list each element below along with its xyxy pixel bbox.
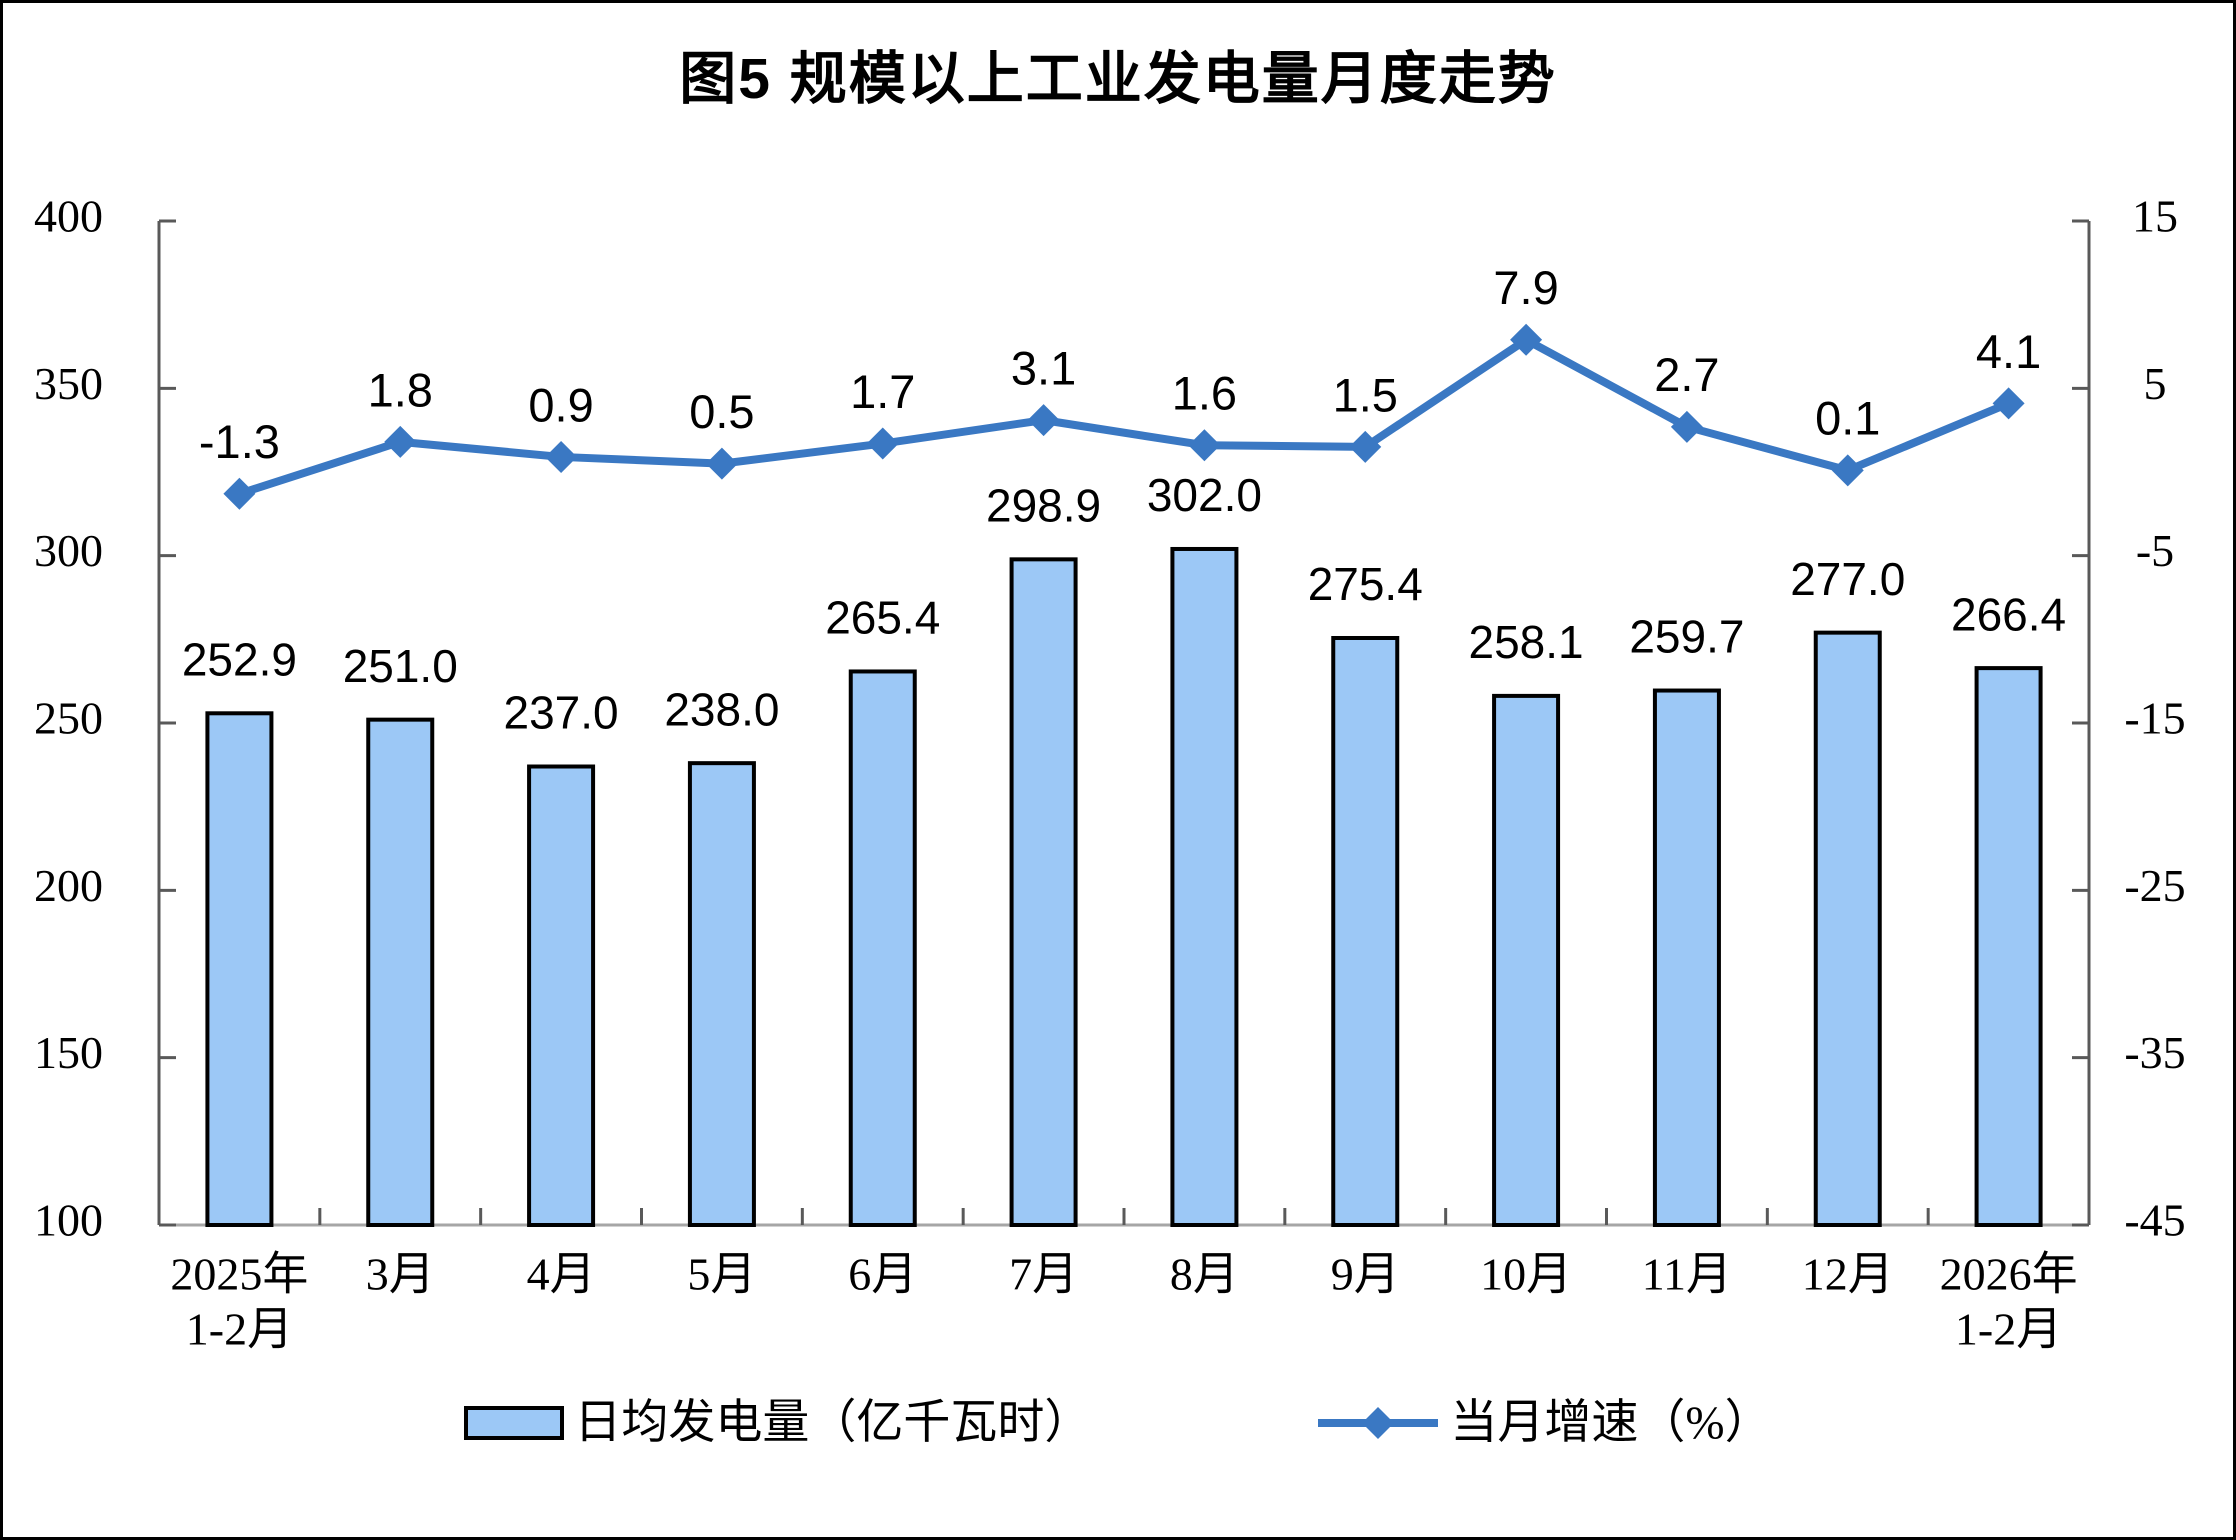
bar	[848, 669, 917, 1227]
line-value-label: 2.7	[1654, 348, 1719, 401]
bar-value-label: 266.4	[1951, 588, 2066, 640]
chart-title: 图5 规模以上工业发电量月度走势	[679, 47, 1557, 111]
line-marker-diamond	[1349, 430, 1382, 463]
line-marker-diamond	[866, 427, 899, 460]
left-axis-tick-label: 200	[34, 860, 103, 911]
bar-value-label: 259.7	[1629, 611, 1744, 663]
bar-value-label: 277.0	[1790, 553, 1905, 605]
line-marker-diamond	[1510, 323, 1543, 356]
left-axis-tick-label: 350	[34, 358, 103, 409]
x-category-label: 2026年	[1940, 1249, 2078, 1300]
left-axis-tick-label: 100	[34, 1195, 103, 1246]
legend-bar-series-label: 日均发电量（亿千瓦时）	[574, 1396, 1092, 1449]
bar-value-label: 237.0	[504, 687, 619, 739]
chart-legend: 日均发电量（亿千瓦时） 当月增速（%）	[3, 1391, 2233, 1455]
bar	[1813, 630, 1882, 1227]
bar-value-label: 275.4	[1308, 558, 1423, 610]
bar	[205, 711, 274, 1227]
line-value-label: 1.5	[1333, 368, 1398, 421]
line-value-label: 0.5	[689, 385, 754, 438]
line-value-label: -1.3	[199, 415, 280, 468]
right-axis-tick-label: -35	[2124, 1027, 2185, 1078]
bar-value-label: 302.0	[1147, 469, 1262, 521]
legend-item-bar-series: 日均发电量（亿千瓦时）	[464, 1396, 1092, 1449]
x-category-label: 4月	[527, 1249, 596, 1300]
bar	[1492, 693, 1561, 1227]
x-category-label: 3月	[366, 1249, 435, 1300]
right-axis-tick-label: -5	[2136, 525, 2174, 576]
x-category-label: 1-2月	[1955, 1304, 2062, 1355]
x-category-label: 7月	[1009, 1249, 1078, 1300]
line-marker-diamond	[1670, 410, 1703, 443]
legend-line-marker-diamond	[1362, 1407, 1395, 1439]
left-axis-tick-label: 400	[34, 191, 103, 242]
line-value-label: 1.6	[1172, 367, 1237, 420]
line-marker-diamond	[1027, 404, 1060, 437]
bar-value-label: 258.1	[1469, 616, 1584, 668]
bar	[687, 761, 756, 1227]
bar	[1652, 688, 1721, 1227]
left-axis-tick-label: 150	[34, 1027, 103, 1078]
bar-value-label: 265.4	[825, 592, 940, 644]
right-axis-tick-label: 5	[2144, 358, 2167, 409]
line-value-label: 1.7	[850, 365, 915, 418]
line-marker-diamond	[384, 425, 417, 458]
line-marker-diamond	[545, 440, 578, 473]
bar-value-label: 298.9	[986, 480, 1101, 532]
x-category-label: 9月	[1331, 1249, 1400, 1300]
bar-value-label: 238.0	[664, 683, 779, 735]
bar	[1331, 635, 1400, 1227]
right-axis-tick-label: -15	[2124, 693, 2185, 744]
bar-series-swatch-icon	[464, 1406, 565, 1440]
line-marker-diamond	[1188, 429, 1221, 462]
bar	[1974, 666, 2043, 1227]
line-marker-diamond	[223, 477, 256, 510]
line-value-label: 1.8	[368, 363, 433, 416]
x-category-label: 2025年	[170, 1249, 308, 1300]
x-category-label: 6月	[848, 1249, 917, 1300]
bar	[1170, 546, 1239, 1227]
bar	[1009, 557, 1078, 1227]
right-axis-tick-label: -45	[2124, 1195, 2185, 1246]
x-category-label: 1-2月	[186, 1304, 293, 1355]
line-marker-diamond	[705, 447, 738, 480]
x-category-label: 8月	[1170, 1249, 1239, 1300]
x-category-label: 5月	[687, 1249, 756, 1300]
right-axis-tick-label: -25	[2124, 860, 2185, 911]
line-marker-diamond	[1831, 454, 1864, 487]
bar-value-label: 251.0	[343, 640, 458, 692]
left-axis-tick-label: 250	[34, 693, 103, 744]
x-category-label: 10月	[1480, 1249, 1572, 1300]
growth-line	[238, 335, 2011, 498]
legend-item-line-series: 当月增速（%）	[1316, 1396, 1772, 1449]
line-value-label: 3.1	[1011, 342, 1076, 395]
right-axis-tick-label: 15	[2132, 191, 2178, 242]
bar	[527, 764, 596, 1227]
bar-value-label: 252.9	[182, 633, 297, 685]
x-category-label: 11月	[1642, 1249, 1732, 1300]
bar	[366, 717, 435, 1227]
line-marker-diamond	[1992, 387, 2025, 420]
combo-chart-plot: 400 350 300 250 200 150 100 15 5 -5 -15 -25 -35 -45 20…	[34, 191, 2186, 1355]
line-value-label: 0.1	[1815, 392, 1880, 445]
legend-line-series-label: 当月增速（%）	[1450, 1396, 1772, 1449]
line-series-swatch-icon	[1318, 1407, 1439, 1439]
line-value-label: 4.1	[1976, 325, 2041, 378]
x-category-label: 12月	[1802, 1249, 1894, 1300]
line-value-label: 0.9	[528, 378, 593, 431]
line-value-label: 7.9	[1493, 261, 1558, 314]
left-axis-tick-label: 300	[34, 525, 103, 576]
